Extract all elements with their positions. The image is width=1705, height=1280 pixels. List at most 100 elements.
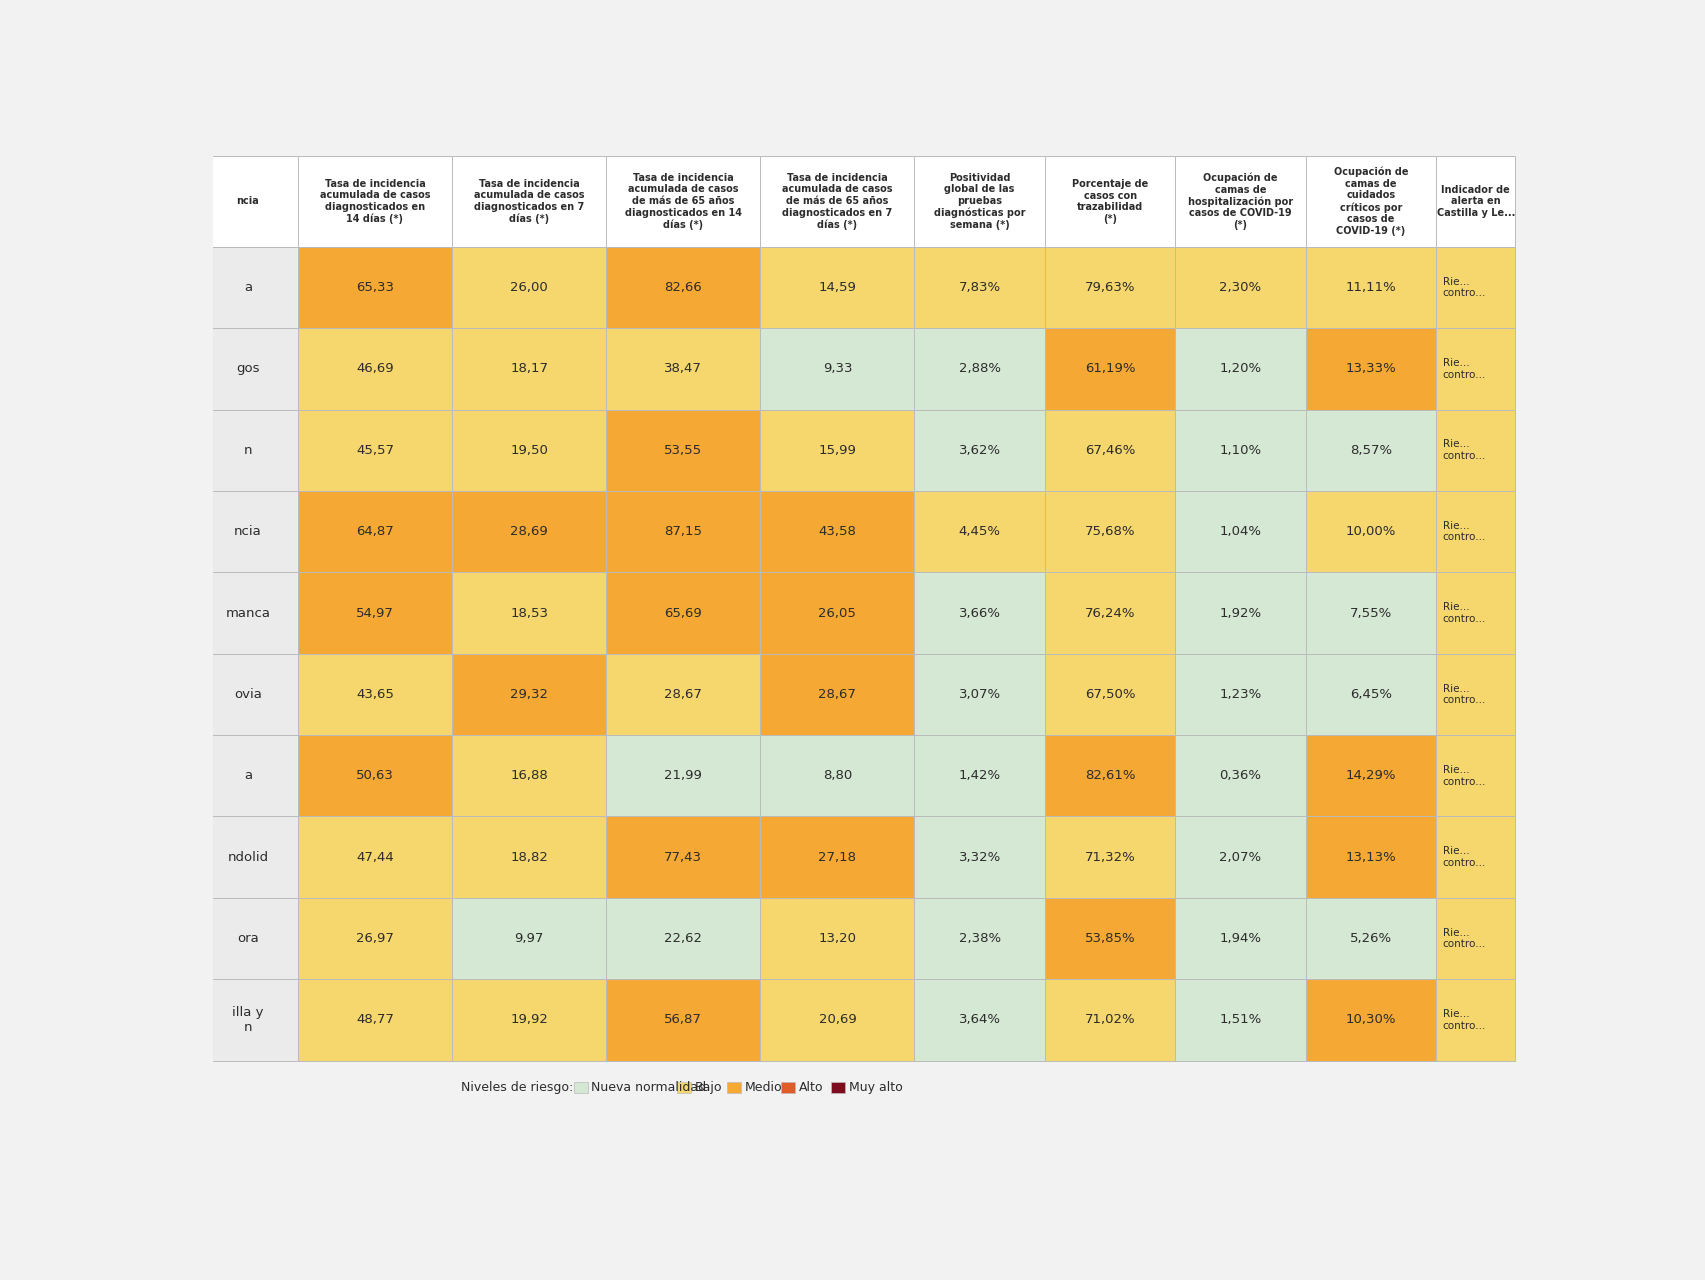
- Bar: [1043, 492, 1175, 572]
- Bar: [760, 979, 914, 1061]
- Bar: [1175, 156, 1304, 247]
- Bar: [914, 897, 1043, 979]
- Text: 1,10%: 1,10%: [1219, 444, 1262, 457]
- Bar: [1304, 247, 1436, 328]
- Bar: [198, 654, 298, 735]
- Text: Tasa de incidencia
acumulada de casos
diagnosticados en 7
días (*): Tasa de incidencia acumulada de casos di…: [474, 179, 585, 224]
- Bar: [298, 817, 452, 897]
- Bar: [605, 247, 760, 328]
- Text: 8,80: 8,80: [822, 769, 851, 782]
- Text: 3,66%: 3,66%: [958, 607, 1001, 620]
- Bar: [760, 328, 914, 410]
- Bar: [298, 572, 452, 654]
- Text: Rie...
contro...: Rie... contro...: [1442, 1009, 1485, 1030]
- Text: 47,44: 47,44: [356, 851, 394, 864]
- Bar: [914, 572, 1043, 654]
- Text: 19,92: 19,92: [510, 1014, 547, 1027]
- Bar: [1304, 979, 1436, 1061]
- Text: 20,69: 20,69: [818, 1014, 856, 1027]
- Text: ncia: ncia: [234, 525, 261, 538]
- Bar: [452, 897, 605, 979]
- Bar: [1304, 492, 1436, 572]
- Text: Porcentaje de
casos con
trazabilidad
(*): Porcentaje de casos con trazabilidad (*): [1071, 179, 1147, 224]
- Bar: [1043, 328, 1175, 410]
- Text: a: a: [244, 282, 252, 294]
- Bar: [1175, 654, 1304, 735]
- Bar: [1043, 654, 1175, 735]
- Bar: [198, 979, 298, 1061]
- Text: 87,15: 87,15: [663, 525, 702, 538]
- Text: 54,97: 54,97: [356, 607, 394, 620]
- Text: Rie...
contro...: Rie... contro...: [1442, 439, 1485, 461]
- Text: Rie...
contro...: Rie... contro...: [1442, 846, 1485, 868]
- Text: 21,99: 21,99: [663, 769, 702, 782]
- Bar: [1304, 328, 1436, 410]
- Bar: [452, 979, 605, 1061]
- Bar: [452, 328, 605, 410]
- Text: 1,04%: 1,04%: [1219, 525, 1260, 538]
- Bar: [1436, 654, 1514, 735]
- Text: 6,45%: 6,45%: [1349, 687, 1391, 701]
- Bar: [914, 328, 1043, 410]
- Text: 76,24%: 76,24%: [1084, 607, 1136, 620]
- Bar: [605, 410, 760, 492]
- Text: 18,53: 18,53: [510, 607, 547, 620]
- Text: 26,05: 26,05: [818, 607, 856, 620]
- Text: Indicador de
alerta en
Castilla y Le...: Indicador de alerta en Castilla y Le...: [1436, 184, 1514, 218]
- Bar: [1043, 410, 1175, 492]
- Text: 61,19%: 61,19%: [1084, 362, 1136, 375]
- Text: 10,00%: 10,00%: [1345, 525, 1395, 538]
- Bar: [830, 1082, 844, 1093]
- Bar: [1043, 247, 1175, 328]
- Bar: [298, 735, 452, 817]
- Bar: [298, 247, 452, 328]
- Bar: [198, 817, 298, 897]
- Text: 1,20%: 1,20%: [1219, 362, 1262, 375]
- Text: 82,66: 82,66: [663, 282, 702, 294]
- Text: Niveles de riesgo:: Niveles de riesgo:: [460, 1082, 573, 1094]
- Text: ora: ora: [237, 932, 259, 945]
- Bar: [760, 247, 914, 328]
- Text: 1,42%: 1,42%: [958, 769, 1001, 782]
- Bar: [605, 492, 760, 572]
- Bar: [573, 1082, 587, 1093]
- Text: 8,57%: 8,57%: [1349, 444, 1391, 457]
- Text: 71,02%: 71,02%: [1084, 1014, 1136, 1027]
- Bar: [760, 817, 914, 897]
- Bar: [198, 735, 298, 817]
- Text: 53,85%: 53,85%: [1084, 932, 1136, 945]
- Bar: [760, 897, 914, 979]
- Text: 65,69: 65,69: [663, 607, 702, 620]
- Text: Rie...
contro...: Rie... contro...: [1442, 684, 1485, 705]
- Text: 28,69: 28,69: [510, 525, 547, 538]
- Bar: [198, 572, 298, 654]
- Text: 15,99: 15,99: [818, 444, 856, 457]
- Bar: [1436, 328, 1514, 410]
- Bar: [1175, 328, 1304, 410]
- Text: 45,57: 45,57: [356, 444, 394, 457]
- Text: 5,26%: 5,26%: [1349, 932, 1391, 945]
- Bar: [1304, 572, 1436, 654]
- Bar: [1436, 979, 1514, 1061]
- Text: 67,50%: 67,50%: [1084, 687, 1136, 701]
- Text: 29,32: 29,32: [510, 687, 547, 701]
- Text: 71,32%: 71,32%: [1084, 851, 1136, 864]
- Text: 65,33: 65,33: [356, 282, 394, 294]
- Text: 26,00: 26,00: [510, 282, 547, 294]
- Bar: [1436, 156, 1514, 247]
- Text: 1,23%: 1,23%: [1219, 687, 1262, 701]
- Bar: [1175, 735, 1304, 817]
- Text: 2,88%: 2,88%: [958, 362, 1001, 375]
- Bar: [914, 492, 1043, 572]
- Bar: [605, 328, 760, 410]
- Text: 67,46%: 67,46%: [1084, 444, 1134, 457]
- Bar: [1043, 735, 1175, 817]
- Text: ovia: ovia: [234, 687, 261, 701]
- Text: 7,83%: 7,83%: [958, 282, 1001, 294]
- Text: 50,63: 50,63: [356, 769, 394, 782]
- Bar: [760, 410, 914, 492]
- Bar: [452, 817, 605, 897]
- Text: Medio: Medio: [745, 1082, 783, 1094]
- Bar: [198, 247, 298, 328]
- Bar: [605, 979, 760, 1061]
